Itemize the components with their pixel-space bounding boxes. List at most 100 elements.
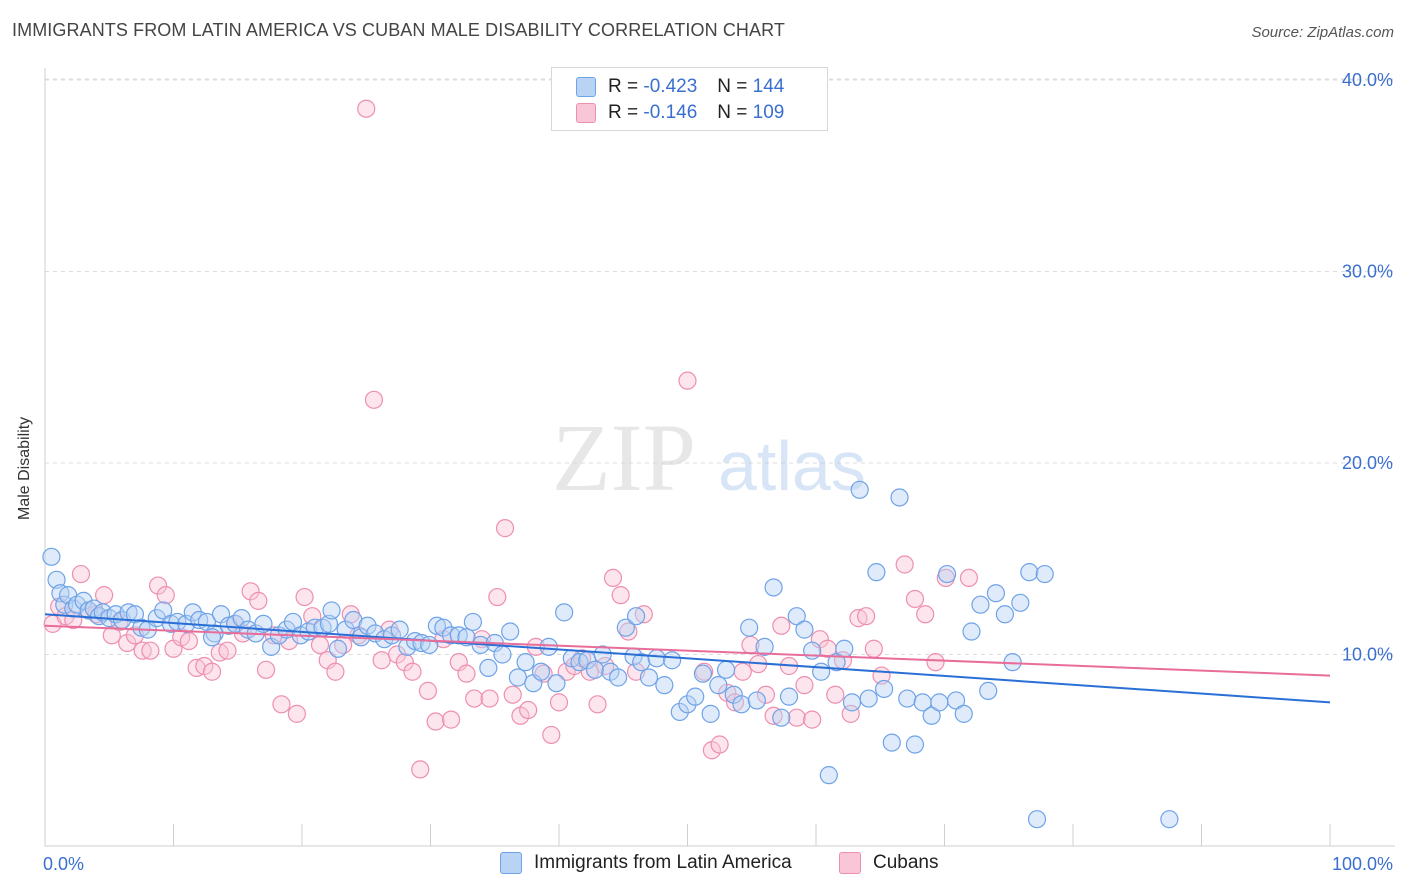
correlation-legend: R = -0.423 N = 144 R = -0.146 N = 109 bbox=[551, 67, 828, 131]
point-latin-america bbox=[995, 605, 1014, 624]
point-latin-america bbox=[747, 691, 766, 710]
legend-swatch-pink bbox=[576, 103, 596, 123]
watermark-atlas: atlas bbox=[718, 427, 866, 505]
point-latin-america bbox=[779, 687, 799, 706]
point-latin-america bbox=[632, 653, 651, 672]
point-cubans bbox=[725, 693, 745, 712]
point-latin-america bbox=[764, 578, 783, 597]
point-latin-america bbox=[686, 687, 705, 706]
point-latin-america bbox=[132, 618, 151, 637]
point-cubans bbox=[403, 662, 422, 681]
y-tick-label: 40.0% bbox=[1342, 70, 1393, 90]
point-latin-america bbox=[479, 658, 498, 678]
point-cubans bbox=[864, 639, 883, 658]
point-latin-america bbox=[922, 706, 941, 725]
point-latin-america bbox=[882, 733, 901, 752]
point-latin-america bbox=[979, 681, 998, 700]
point-latin-america bbox=[1160, 810, 1179, 829]
point-cubans bbox=[916, 605, 935, 624]
point-latin-america bbox=[516, 653, 535, 672]
point-cubans bbox=[272, 695, 291, 714]
point-latin-america bbox=[232, 609, 251, 628]
trendlines bbox=[44, 613, 1331, 704]
x-tick-label: 100.0% bbox=[1332, 854, 1393, 874]
point-latin-america bbox=[1035, 564, 1054, 584]
point-cubans bbox=[179, 631, 199, 651]
point-cubans bbox=[357, 99, 376, 118]
point-latin-america bbox=[427, 616, 447, 635]
point-cubans bbox=[133, 641, 152, 660]
trendline-latin-america bbox=[44, 613, 1331, 704]
point-latin-america bbox=[626, 607, 646, 626]
point-cubans bbox=[418, 681, 438, 700]
point-cubans bbox=[218, 641, 237, 660]
point-cubans bbox=[542, 725, 561, 745]
point-cubans bbox=[611, 586, 630, 605]
point-latin-america bbox=[74, 591, 93, 610]
point-latin-america bbox=[154, 601, 173, 620]
point-cubans bbox=[519, 700, 538, 720]
point-cubans bbox=[326, 662, 345, 681]
point-cubans bbox=[826, 685, 845, 704]
point-latin-america bbox=[441, 626, 461, 645]
legend-n-label: N = bbox=[717, 76, 748, 97]
point-latin-america bbox=[740, 618, 759, 637]
source-credit: Source: ZipAtlas.com bbox=[1251, 24, 1394, 41]
point-cubans bbox=[241, 582, 260, 601]
point-cubans bbox=[603, 568, 623, 588]
point-cubans bbox=[141, 641, 160, 660]
legend-swatch-blue bbox=[500, 852, 522, 874]
legend-item-latin-america[interactable]: Immigrants from Latin America bbox=[500, 852, 792, 874]
point-cubans bbox=[895, 555, 914, 574]
point-cubans bbox=[372, 651, 391, 670]
tick-labels: 10.0% 20.0% 30.0% 40.0% 0.0% 100.0% bbox=[43, 70, 1393, 874]
point-cubans bbox=[959, 568, 979, 588]
point-latin-america bbox=[678, 695, 697, 714]
point-latin-america bbox=[531, 662, 551, 681]
gridlines bbox=[45, 78, 1395, 655]
point-latin-america bbox=[493, 645, 512, 664]
point-cubans bbox=[156, 586, 175, 605]
point-latin-america bbox=[42, 547, 61, 566]
legend-row-cubans: R = -0.146 N = 109 bbox=[576, 101, 784, 125]
x-tick-label: 0.0% bbox=[43, 854, 84, 874]
point-cubans bbox=[678, 371, 697, 390]
point-latin-america bbox=[954, 704, 973, 723]
legend-item-cubans[interactable]: Cubans bbox=[839, 852, 939, 874]
point-latin-america bbox=[1011, 593, 1030, 612]
point-cubans bbox=[280, 631, 299, 651]
point-latin-america bbox=[859, 689, 878, 708]
point-latin-america bbox=[420, 635, 439, 655]
point-cubans bbox=[295, 587, 314, 607]
point-latin-america bbox=[930, 693, 949, 712]
point-latin-america bbox=[835, 639, 854, 658]
point-latin-america bbox=[585, 660, 605, 679]
point-latin-america bbox=[508, 668, 527, 687]
point-latin-america bbox=[812, 662, 831, 681]
point-cubans bbox=[364, 390, 384, 409]
point-cubans bbox=[772, 616, 791, 635]
point-latin-america bbox=[850, 480, 869, 499]
point-latin-america bbox=[55, 595, 74, 614]
point-latin-america bbox=[616, 618, 635, 637]
point-latin-america bbox=[639, 668, 659, 687]
point-cubans bbox=[905, 589, 925, 609]
point-latin-america bbox=[875, 679, 894, 699]
legend-n-value: 109 bbox=[752, 102, 785, 123]
point-latin-america bbox=[328, 639, 348, 658]
point-latin-america bbox=[593, 645, 612, 664]
point-cubans bbox=[303, 607, 322, 626]
point-cubans bbox=[411, 760, 430, 779]
point-cubans bbox=[488, 587, 507, 607]
y-tick-label: 20.0% bbox=[1342, 453, 1393, 473]
point-cubans bbox=[733, 662, 752, 681]
legend-swatch-pink bbox=[839, 852, 861, 874]
legend-row-latin-america: R = -0.423 N = 144 bbox=[576, 75, 784, 99]
point-latin-america bbox=[986, 584, 1006, 603]
point-cubans bbox=[926, 653, 945, 672]
point-cubans bbox=[256, 660, 276, 679]
point-latin-america bbox=[787, 607, 806, 626]
point-latin-america bbox=[358, 616, 377, 635]
legend-r-label: R = bbox=[608, 76, 639, 97]
point-latin-america bbox=[755, 637, 774, 656]
